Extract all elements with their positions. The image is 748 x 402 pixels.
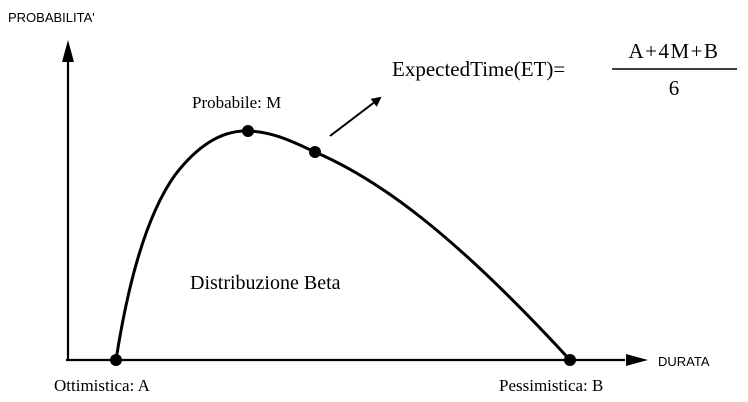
- formula-denominator: 6: [669, 76, 680, 100]
- point-expected: [309, 146, 321, 158]
- point-pessimistic: [564, 354, 576, 366]
- x-axis-label: DURATA: [658, 354, 710, 369]
- formula-numerator: A+4M+B: [628, 39, 719, 63]
- formula-lhs: ExpectedTime(ET)=: [392, 57, 565, 81]
- beta-curve: [114, 129, 572, 362]
- y-axis-label: PROBABILITA': [8, 10, 95, 25]
- label-pessimistic: Pessimistica: B: [499, 376, 603, 395]
- label-most-likely: Probabile: M: [192, 93, 281, 112]
- point-most-likely: [242, 125, 254, 137]
- y-axis-arrow-icon: [62, 40, 74, 62]
- formula-pointer-arrow-icon: [329, 96, 382, 137]
- label-optimistic: Ottimistica: A: [54, 376, 151, 395]
- curve-label: Distribuzione Beta: [190, 272, 341, 294]
- point-optimistic: [110, 354, 122, 366]
- x-axis-arrow-icon: [626, 354, 648, 366]
